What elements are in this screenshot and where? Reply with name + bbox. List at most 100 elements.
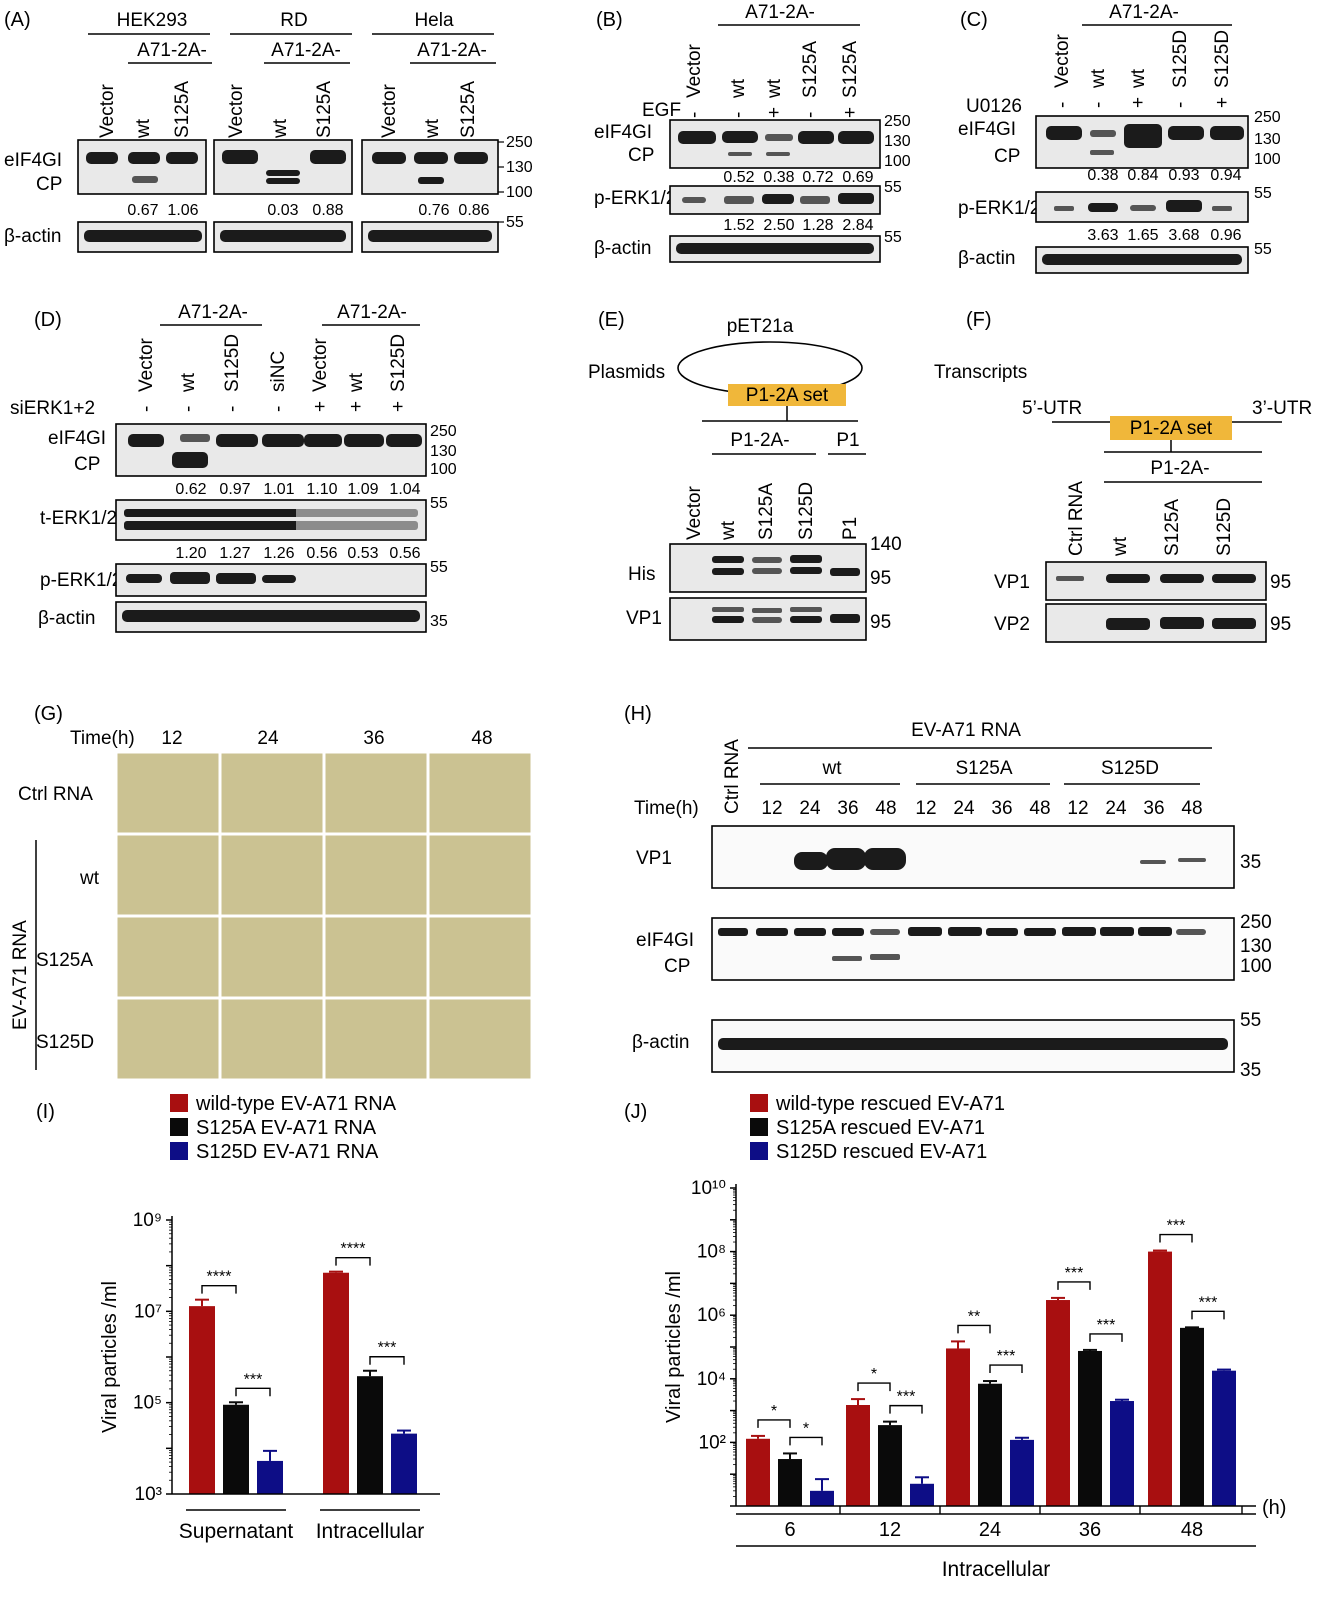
y-tick-label: 10⁸ — [697, 1242, 726, 1263]
panel-g-letter: (G) — [34, 703, 63, 725]
bar — [1046, 1300, 1070, 1506]
panel-f: (F) Transcripts 5’-UTR 3’-UTR P1-2A set … — [934, 309, 1312, 643]
transcripts-label: Transcripts — [934, 362, 1027, 383]
sign-b1: - — [684, 112, 705, 118]
time-h-10: 24 — [1105, 798, 1127, 819]
ratio-c-erk2: 1.65 — [1127, 227, 1158, 244]
panel-e: (E) pET21a Plasmids P1-2A set P1-2A- P1 … — [588, 309, 902, 641]
blot-d-perk — [115, 563, 427, 597]
row-his-e: His — [628, 564, 655, 585]
lane-s125a-a3: S125A — [458, 81, 479, 138]
y-axis-label: Viral particles /ml — [99, 1281, 121, 1433]
row-cp-h: CP — [664, 956, 690, 977]
row-vp1-e: VP1 — [626, 608, 662, 629]
row-actin-c: β-actin — [958, 248, 1015, 269]
marker-h-130: 130 — [1240, 936, 1272, 957]
marker-b-55a: 55 — [884, 179, 902, 196]
bar — [878, 1425, 902, 1506]
sign-b5: + — [840, 107, 861, 118]
lane-p1-e: P1 — [840, 517, 861, 540]
y-tick-label: 10⁷ — [134, 1301, 162, 1322]
row-cp-b: CP — [628, 145, 654, 166]
marker-a-100: 100 — [506, 184, 533, 201]
micrograph — [218, 750, 326, 836]
row-wt-g: wt — [79, 868, 100, 889]
ratio-d-cp4: 1.10 — [306, 481, 337, 498]
sign-d2: - — [178, 406, 199, 412]
marker-a-55: 55 — [506, 214, 524, 231]
significance-label: ** — [968, 1308, 980, 1325]
row-actin-d: β-actin — [38, 608, 95, 629]
significance-label: * — [871, 1366, 877, 1383]
lane-wt-d2: wt — [346, 372, 367, 393]
bar — [257, 1460, 283, 1494]
ratio-d-erk2: 1.27 — [219, 545, 250, 562]
row-actin-h: β-actin — [632, 1032, 689, 1053]
ratio-d-cp6: 1.04 — [389, 481, 420, 498]
row-perk-c: p-ERK1/2 — [958, 198, 1040, 219]
ratio-b-erk4: 2.84 — [842, 217, 873, 234]
row-ctrl-g: Ctrl RNA — [18, 784, 93, 805]
time-g-12: 12 — [161, 728, 182, 749]
ratio-a3-s125a: 0.86 — [458, 202, 489, 219]
significance-bracket — [789, 1436, 823, 1446]
legend-swatch — [170, 1094, 188, 1112]
group-label-d1: A71-2A- — [178, 302, 248, 323]
time-label-g: Time(h) — [70, 728, 135, 749]
group2-label-e: P1 — [836, 430, 859, 451]
x-category-label: 24 — [979, 1519, 1001, 1541]
significance-label: **** — [207, 1269, 232, 1286]
significance-bracket — [1057, 1281, 1091, 1290]
micrograph — [218, 996, 326, 1082]
lane-s125a-a1: S125A — [172, 81, 193, 138]
ratio-c-cp4: 0.94 — [1210, 167, 1241, 184]
panel-a-letter: (A) — [4, 9, 31, 31]
significance-label: *** — [378, 1340, 397, 1357]
subgroup-s125d-h: S125D — [1101, 758, 1159, 779]
ratio-b-cp3: 0.72 — [802, 169, 833, 186]
ratio-d-cp2: 0.97 — [219, 481, 250, 498]
row-cp-d: CP — [74, 454, 100, 475]
marker-d-55a: 55 — [430, 495, 448, 512]
panel-f-letter: (F) — [966, 309, 992, 331]
time-h-3: 36 — [837, 798, 858, 819]
lane-s125a-b2: S125A — [840, 41, 861, 98]
lane-ctrl-h: Ctrl RNA — [722, 739, 743, 814]
lane-vector-a1: Vector — [97, 83, 118, 138]
significance-label: *** — [1167, 1218, 1186, 1235]
significance-bracket — [369, 1356, 405, 1365]
lane-s125a-b1: S125A — [800, 41, 821, 98]
marker-d-55b: 55 — [430, 559, 448, 576]
ratio-d-erk5: 0.53 — [347, 545, 378, 562]
lane-wt-a3: wt — [422, 118, 443, 139]
ratio-a1-s125a: 1.06 — [167, 202, 198, 219]
lane-vector-a2: Vector — [226, 83, 247, 138]
significance-bracket — [957, 1324, 991, 1334]
group-label-d2: A71-2A- — [337, 302, 407, 323]
lane-s125d-f: S125D — [1214, 498, 1235, 556]
micrograph — [322, 996, 430, 1082]
marker-h-55: 55 — [1240, 1010, 1261, 1031]
panel-h-letter: (H) — [624, 703, 652, 725]
ratio-d-erk4: 0.56 — [306, 545, 337, 562]
time-h-11: 36 — [1143, 798, 1164, 819]
group-label-a3: A71-2A- — [417, 40, 487, 61]
sign-b4: - — [800, 112, 821, 118]
panel-h: (H) EV-A71 RNA Ctrl RNA wt S125A S125D T… — [624, 703, 1272, 1081]
micrograph — [114, 914, 222, 1000]
y-tick-label: 10⁶ — [697, 1305, 726, 1326]
micrograph — [114, 996, 222, 1082]
panel-d: (D) A71-2A- A71-2A- Vector wt S125D siNC… — [10, 302, 457, 633]
lane-wt-d1: wt — [178, 372, 199, 393]
micrograph — [426, 914, 534, 1000]
row-actin-b: β-actin — [594, 238, 651, 259]
y-tick-label: 10⁹ — [133, 1210, 162, 1231]
lane-ctrl-f: Ctrl RNA — [1066, 481, 1087, 556]
cell-label-hek293: HEK293 — [117, 10, 188, 31]
significance-label: * — [803, 1420, 809, 1437]
sign-d4: - — [268, 406, 289, 412]
legend-label: S125A rescued EV-A71 — [776, 1117, 985, 1139]
legend-swatch — [750, 1142, 768, 1160]
